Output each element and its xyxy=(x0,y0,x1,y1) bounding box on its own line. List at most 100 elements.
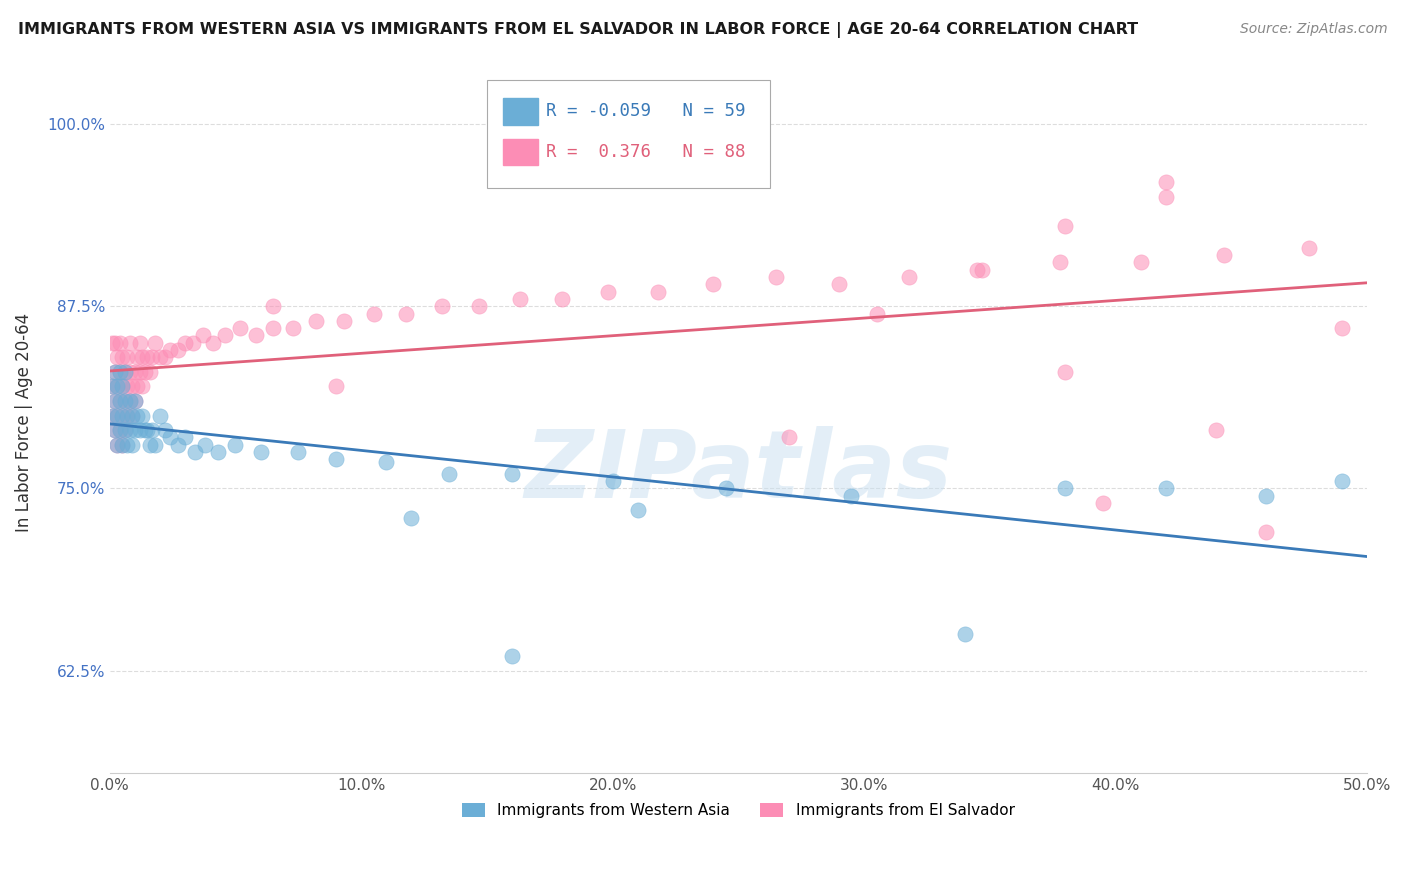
Point xyxy=(108,394,131,409)
Point xyxy=(117,379,139,393)
Point xyxy=(287,445,309,459)
Point xyxy=(129,423,152,437)
Point xyxy=(105,438,128,452)
Point xyxy=(551,292,574,306)
Point xyxy=(105,351,128,365)
Text: IMMIGRANTS FROM WESTERN ASIA VS IMMIGRANTS FROM EL SALVADOR IN LABOR FORCE | AGE: IMMIGRANTS FROM WESTERN ASIA VS IMMIGRAN… xyxy=(18,22,1139,38)
Point xyxy=(828,277,851,292)
Point xyxy=(111,438,134,452)
Point xyxy=(136,351,159,365)
Point xyxy=(118,394,141,409)
Point xyxy=(118,423,141,437)
Point xyxy=(262,299,284,313)
Point xyxy=(1298,241,1320,255)
Point xyxy=(111,351,134,365)
Point xyxy=(108,394,131,409)
Point xyxy=(105,379,128,393)
Point xyxy=(249,445,271,459)
Point xyxy=(105,438,128,452)
Point xyxy=(108,365,131,379)
Point xyxy=(114,394,136,409)
Point xyxy=(501,649,523,664)
Point xyxy=(1154,175,1177,189)
Point xyxy=(131,379,153,393)
Text: Source: ZipAtlas.com: Source: ZipAtlas.com xyxy=(1240,22,1388,37)
Point xyxy=(765,270,787,285)
Point xyxy=(114,423,136,437)
Point xyxy=(117,438,139,452)
Point xyxy=(131,351,153,365)
Point xyxy=(117,409,139,423)
Point xyxy=(124,394,146,409)
Point xyxy=(1054,482,1077,496)
Point xyxy=(245,328,267,343)
Point xyxy=(139,438,162,452)
Point xyxy=(325,452,347,467)
Point xyxy=(111,379,134,393)
Point xyxy=(283,321,305,335)
Point xyxy=(184,445,207,459)
Point xyxy=(121,409,143,423)
Point xyxy=(1205,423,1227,437)
Point xyxy=(131,409,153,423)
Point xyxy=(627,503,650,517)
Point xyxy=(174,430,197,444)
Point xyxy=(129,335,152,350)
Point xyxy=(121,409,143,423)
Point xyxy=(437,467,460,481)
Point xyxy=(207,445,229,459)
Point xyxy=(111,379,134,393)
Point xyxy=(841,489,863,503)
Point xyxy=(1054,365,1077,379)
Point xyxy=(104,394,127,409)
Point xyxy=(201,335,224,350)
Point xyxy=(104,365,127,379)
Point xyxy=(714,482,737,496)
Point xyxy=(118,394,141,409)
Point xyxy=(114,423,136,437)
Point xyxy=(596,285,619,299)
Point xyxy=(139,365,162,379)
Point xyxy=(105,409,128,423)
Legend: Immigrants from Western Asia, Immigrants from El Salvador: Immigrants from Western Asia, Immigrants… xyxy=(456,797,1021,824)
Point xyxy=(149,351,172,365)
Point xyxy=(118,335,141,350)
Point xyxy=(153,423,176,437)
Bar xyxy=(503,98,538,125)
Point xyxy=(114,365,136,379)
Point xyxy=(121,438,143,452)
Point xyxy=(966,262,988,277)
Point xyxy=(108,335,131,350)
Point xyxy=(468,299,491,313)
Point xyxy=(1330,321,1353,335)
Point xyxy=(1330,474,1353,488)
Point xyxy=(127,379,149,393)
Point xyxy=(262,321,284,335)
Point xyxy=(778,430,800,444)
Point xyxy=(325,379,347,393)
Point xyxy=(166,438,188,452)
Point xyxy=(1091,496,1114,510)
Point xyxy=(104,365,127,379)
Y-axis label: In Labor Force | Age 20-64: In Labor Force | Age 20-64 xyxy=(15,313,32,533)
Point xyxy=(174,335,197,350)
Point xyxy=(111,409,134,423)
Text: R = -0.059   N = 59: R = -0.059 N = 59 xyxy=(546,103,745,120)
Point xyxy=(430,299,453,313)
Text: ZIPatlas: ZIPatlas xyxy=(524,425,952,518)
Point xyxy=(127,351,149,365)
Text: R =  0.376   N = 88: R = 0.376 N = 88 xyxy=(546,143,745,161)
Point xyxy=(129,365,152,379)
Point xyxy=(602,474,624,488)
Point xyxy=(105,409,128,423)
Point xyxy=(214,328,236,343)
Bar xyxy=(503,139,538,165)
Point xyxy=(166,343,188,357)
Point xyxy=(1154,482,1177,496)
Point xyxy=(121,379,143,393)
Point xyxy=(972,262,994,277)
Point xyxy=(117,351,139,365)
FancyBboxPatch shape xyxy=(486,80,769,188)
Point xyxy=(1049,255,1071,269)
Point xyxy=(305,314,328,328)
